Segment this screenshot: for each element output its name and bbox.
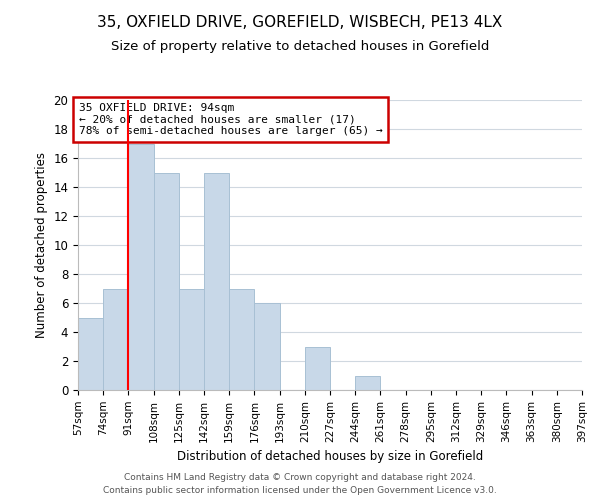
Y-axis label: Number of detached properties: Number of detached properties bbox=[35, 152, 48, 338]
Bar bbox=[204, 172, 229, 390]
Text: Size of property relative to detached houses in Gorefield: Size of property relative to detached ho… bbox=[111, 40, 489, 53]
Bar bbox=[103, 288, 128, 390]
X-axis label: Distribution of detached houses by size in Gorefield: Distribution of detached houses by size … bbox=[177, 450, 483, 463]
Bar bbox=[355, 376, 380, 390]
Text: 35, OXFIELD DRIVE, GOREFIELD, WISBECH, PE13 4LX: 35, OXFIELD DRIVE, GOREFIELD, WISBECH, P… bbox=[97, 15, 503, 30]
Bar bbox=[179, 288, 204, 390]
Text: Contains public sector information licensed under the Open Government Licence v3: Contains public sector information licen… bbox=[103, 486, 497, 495]
Text: Contains HM Land Registry data © Crown copyright and database right 2024.: Contains HM Land Registry data © Crown c… bbox=[124, 472, 476, 482]
Bar bbox=[154, 172, 179, 390]
Bar bbox=[305, 346, 330, 390]
Bar bbox=[78, 318, 103, 390]
Bar bbox=[254, 303, 280, 390]
Bar bbox=[128, 144, 154, 390]
Bar bbox=[229, 288, 254, 390]
Text: 35 OXFIELD DRIVE: 94sqm
← 20% of detached houses are smaller (17)
78% of semi-de: 35 OXFIELD DRIVE: 94sqm ← 20% of detache… bbox=[79, 103, 382, 136]
